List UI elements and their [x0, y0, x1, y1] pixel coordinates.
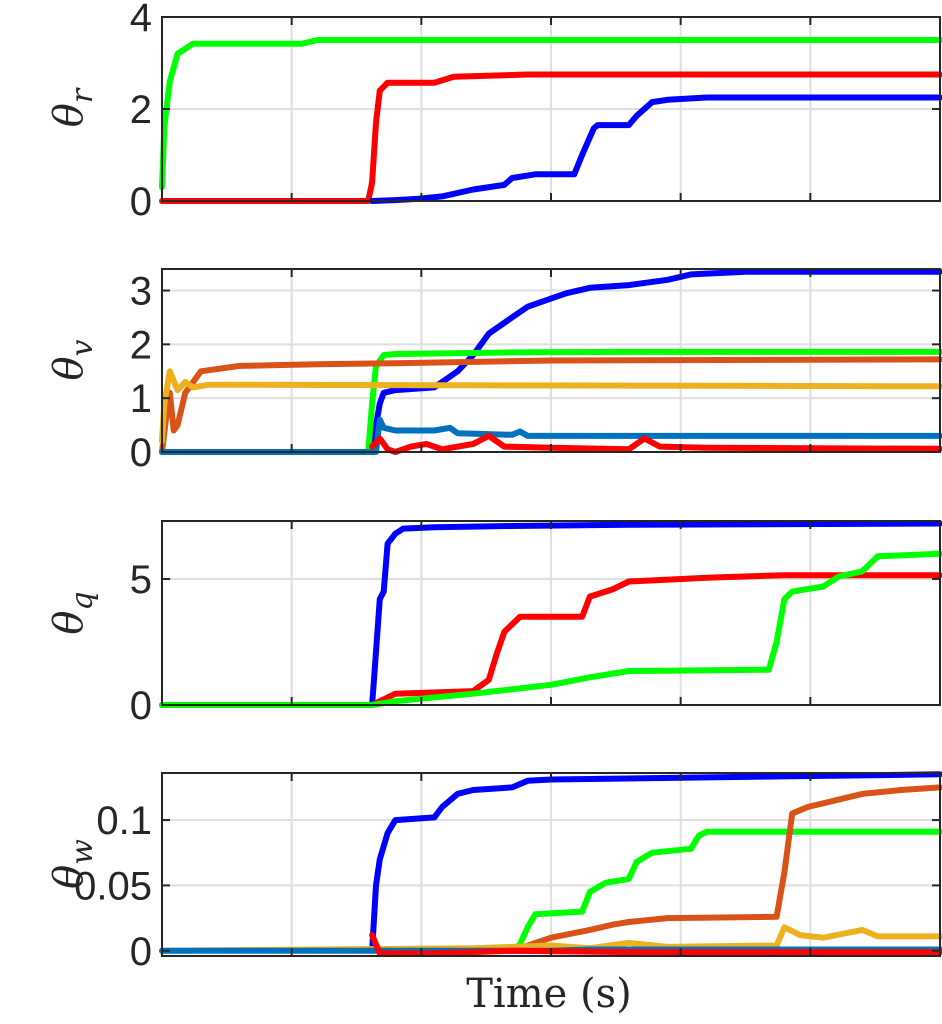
series-line-2 [159, 71, 942, 204]
grid [162, 521, 940, 705]
y-axis-label-symbol: θ [46, 611, 92, 635]
series-line-1 [369, 771, 942, 954]
series-line-4 [159, 924, 942, 954]
y-axis-label-symbol: θ [46, 103, 92, 127]
series-line-1 [159, 520, 942, 708]
chart-panel-1: 0 2 4 θr [46, 0, 942, 224]
y-tick-label: 3 [130, 270, 152, 314]
series-line-2 [159, 572, 942, 708]
series-line-2 [509, 828, 942, 954]
series-line-1 [159, 37, 942, 191]
series-line-5 [159, 416, 942, 455]
x-axis-label: Time (s) [466, 971, 632, 1017]
series-line-6 [369, 432, 942, 455]
series-line-2 [159, 348, 942, 455]
y-tick-label: 0 [130, 930, 152, 974]
chart-panel-4: 0 0.05 0.1θw Time (s) [46, 771, 942, 1017]
y-axis-label-subscript: v [65, 339, 100, 356]
y-axis-label-symbol: θ [46, 356, 92, 380]
chart-panel-2: 0 1 2 3 θv [46, 268, 942, 475]
y-axis-label: θw [46, 839, 100, 889]
grid [162, 17, 940, 201]
series-line-3 [159, 550, 942, 708]
y-axis-label: θv [46, 339, 100, 380]
y-tick-label: 0.05 [74, 864, 152, 908]
y-axis-label: θr [46, 87, 100, 127]
series-line-3 [369, 94, 942, 204]
y-tick-label: 2 [130, 323, 152, 367]
series-line-1 [159, 268, 942, 455]
y-tick-label: 0 [130, 431, 152, 475]
y-axis-label-symbol: θ [46, 865, 92, 889]
y-tick-label: 0 [130, 180, 152, 224]
y-axis-label-subscript: w [65, 839, 100, 865]
y-tick-label: 0 [130, 684, 152, 728]
series-line-6 [369, 932, 942, 957]
series-line-3 [392, 784, 942, 954]
y-tick-label: 2 [130, 88, 152, 132]
y-tick-label: 0.1 [96, 799, 152, 843]
y-tick-label: 4 [130, 0, 152, 40]
y-tick-label: 1 [130, 377, 152, 421]
y-axis-label: θq [46, 591, 100, 634]
chart-panel-3: 0 5 θq [46, 520, 942, 728]
grid [162, 269, 940, 452]
y-axis-label-subscript: q [65, 591, 100, 610]
y-axis-label-subscript: r [65, 87, 100, 103]
y-tick-label: 5 [130, 558, 152, 602]
